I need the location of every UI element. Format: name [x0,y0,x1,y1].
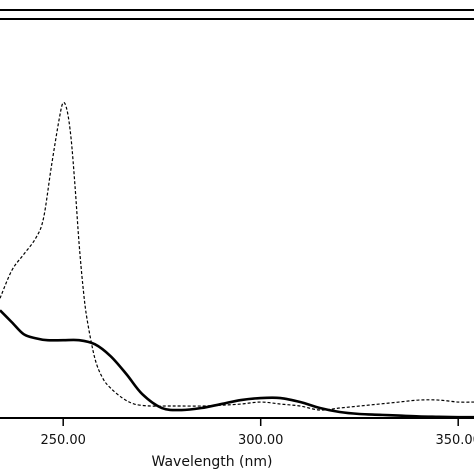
x-axis-title: Wavelength (nm) [152,454,273,470]
x-axis-ticks: 250.00 300.00 350.00 [40,418,474,448]
x-tick-label: 350.00 [435,433,474,448]
solid-spectrum-line [0,309,474,419]
series-layer [0,101,474,419]
x-tick-label: 250.00 [40,433,86,448]
x-tick-label: 300.00 [238,433,284,448]
dashed-spectrum-line [0,101,474,411]
